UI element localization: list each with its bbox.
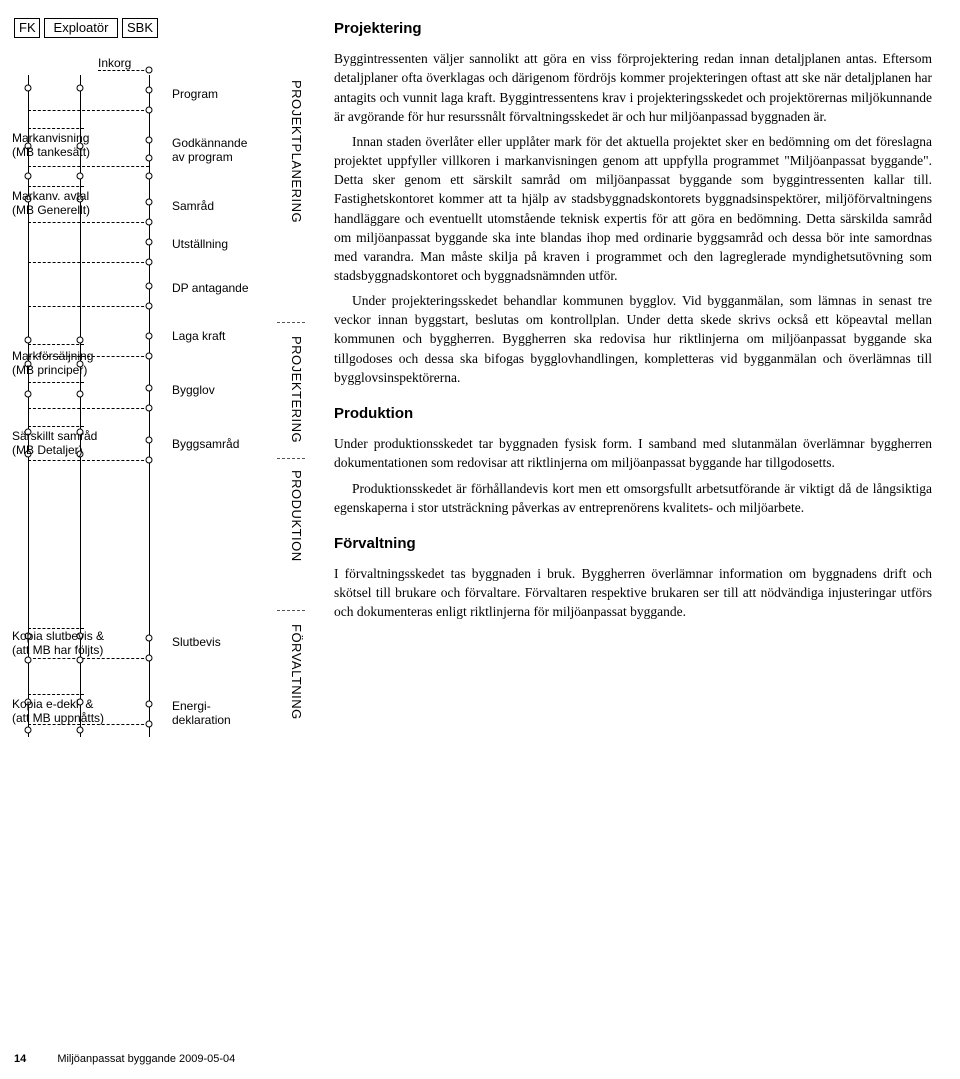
phase-label: FÖRVALTNING <box>289 624 304 720</box>
node-sbk <box>146 635 153 642</box>
right-step-label: Program <box>172 88 218 102</box>
left-step-label: Markförsäljning(MB principer) <box>12 350 93 378</box>
dashed-connector <box>28 166 149 167</box>
left-step-label: Markanv. avtal(MB Generellt) <box>12 190 90 218</box>
left-step-label: Markanvisning(MB tankesätt) <box>12 132 90 160</box>
dashed-connector <box>28 408 149 409</box>
node-fk <box>25 85 32 92</box>
diagram-lanes: Inkorg Markanvisning(MB tankesätt) Markan… <box>14 40 314 740</box>
node-sbk <box>146 353 153 360</box>
node-sbk <box>146 385 153 392</box>
heading-forvaltning: Förvaltning <box>334 533 932 554</box>
right-step-label: Byggsamråd <box>172 438 239 452</box>
right-step-label: DP antagande <box>172 282 249 296</box>
lane-header-sbk: SBK <box>122 18 158 38</box>
article-body: Projektering Byggintressenten väljer san… <box>334 18 932 740</box>
dashed-connector <box>28 658 149 659</box>
dashed-connector <box>28 306 149 307</box>
node-sbk <box>146 107 153 114</box>
lane-header-exploator: Exploatör <box>44 18 118 38</box>
dashed-connector <box>28 426 84 427</box>
lane-headers: FK Exploatör SBK <box>14 18 314 38</box>
node-fk <box>25 173 32 180</box>
node-sbk <box>146 721 153 728</box>
phase-label: PRODUKTION <box>289 470 304 562</box>
node-exp <box>77 391 84 398</box>
dashed-connector <box>28 110 149 111</box>
right-step-label: Godkännandeav program <box>172 137 247 165</box>
node-sbk <box>146 405 153 412</box>
page-number: 14 <box>14 1053 26 1065</box>
node-exp <box>77 727 84 734</box>
footer-title: Miljöanpassat byggande 2009-05-04 <box>57 1053 235 1065</box>
phase-separator <box>277 458 305 459</box>
node-sbk <box>146 173 153 180</box>
phase-label: PROJEKTPLANERING <box>289 80 304 223</box>
node-sbk <box>146 655 153 662</box>
left-step-label: Särskillt samråd(MB Detaljer) <box>12 430 97 458</box>
dashed-connector <box>28 344 84 345</box>
dashed-connector <box>28 186 84 187</box>
right-step-label: Slutbevis <box>172 636 221 650</box>
node-fk <box>25 727 32 734</box>
node-sbk <box>146 701 153 708</box>
node-sbk <box>146 259 153 266</box>
node-exp <box>77 85 84 92</box>
para-5: Produktionsskedet är förhållandevis kort… <box>334 479 932 517</box>
para-1: Byggintressenten väljer sannolikt att gö… <box>334 49 932 126</box>
inkorg-label: Inkorg <box>98 57 131 71</box>
node-fk <box>25 391 32 398</box>
node-sbk <box>146 199 153 206</box>
node-sbk <box>146 457 153 464</box>
node-sbk <box>146 437 153 444</box>
dashed-connector <box>28 262 149 263</box>
left-step-label: Kopia slutbevis &(att MB har följts) <box>12 630 104 658</box>
phase-separator <box>277 322 305 323</box>
process-diagram: FK Exploatör SBK Inkorg Markanvisning(MB… <box>14 18 314 740</box>
node-sbk <box>146 219 153 226</box>
node-sbk <box>146 87 153 94</box>
dashed-connector <box>28 382 84 383</box>
page-footer: 14 Miljöanpassat byggande 2009-05-04 <box>14 1053 235 1065</box>
heading-produktion: Produktion <box>334 403 932 424</box>
phase-separator <box>277 610 305 611</box>
para-4: Under produktionsskedet tar byggnaden fy… <box>334 434 932 472</box>
phase-label: PROJEKTERING <box>289 336 304 443</box>
lane-header-fk: FK <box>14 18 40 38</box>
node-sbk <box>146 303 153 310</box>
node-sbk <box>146 283 153 290</box>
right-step-label: Energi-deklaration <box>172 700 231 728</box>
node-exp <box>77 173 84 180</box>
dashed-connector <box>98 70 149 71</box>
dashed-connector <box>28 460 149 461</box>
para-2: Innan staden överlåter eller upplåter ma… <box>334 132 932 285</box>
heading-projektering: Projektering <box>334 18 932 39</box>
node-sbk <box>146 137 153 144</box>
right-step-label: Utställning <box>172 238 228 252</box>
node-sbk <box>146 67 153 74</box>
node-sbk <box>146 333 153 340</box>
dashed-connector <box>28 694 84 695</box>
right-step-label: Laga kraft <box>172 330 225 344</box>
node-sbk <box>146 155 153 162</box>
para-3: Under projekteringsskedet behandlar komm… <box>334 291 932 387</box>
para-6: I förvaltningsskedet tas byggnaden i bru… <box>334 564 932 621</box>
node-exp <box>77 337 84 344</box>
left-step-label: Kopia e-dekl. &(att MB uppnåtts) <box>12 698 104 726</box>
node-sbk <box>146 239 153 246</box>
right-step-label: Bygglov <box>172 384 215 398</box>
node-fk <box>25 337 32 344</box>
dashed-connector <box>28 222 149 223</box>
right-step-label: Samråd <box>172 200 214 214</box>
dashed-connector <box>28 128 84 129</box>
